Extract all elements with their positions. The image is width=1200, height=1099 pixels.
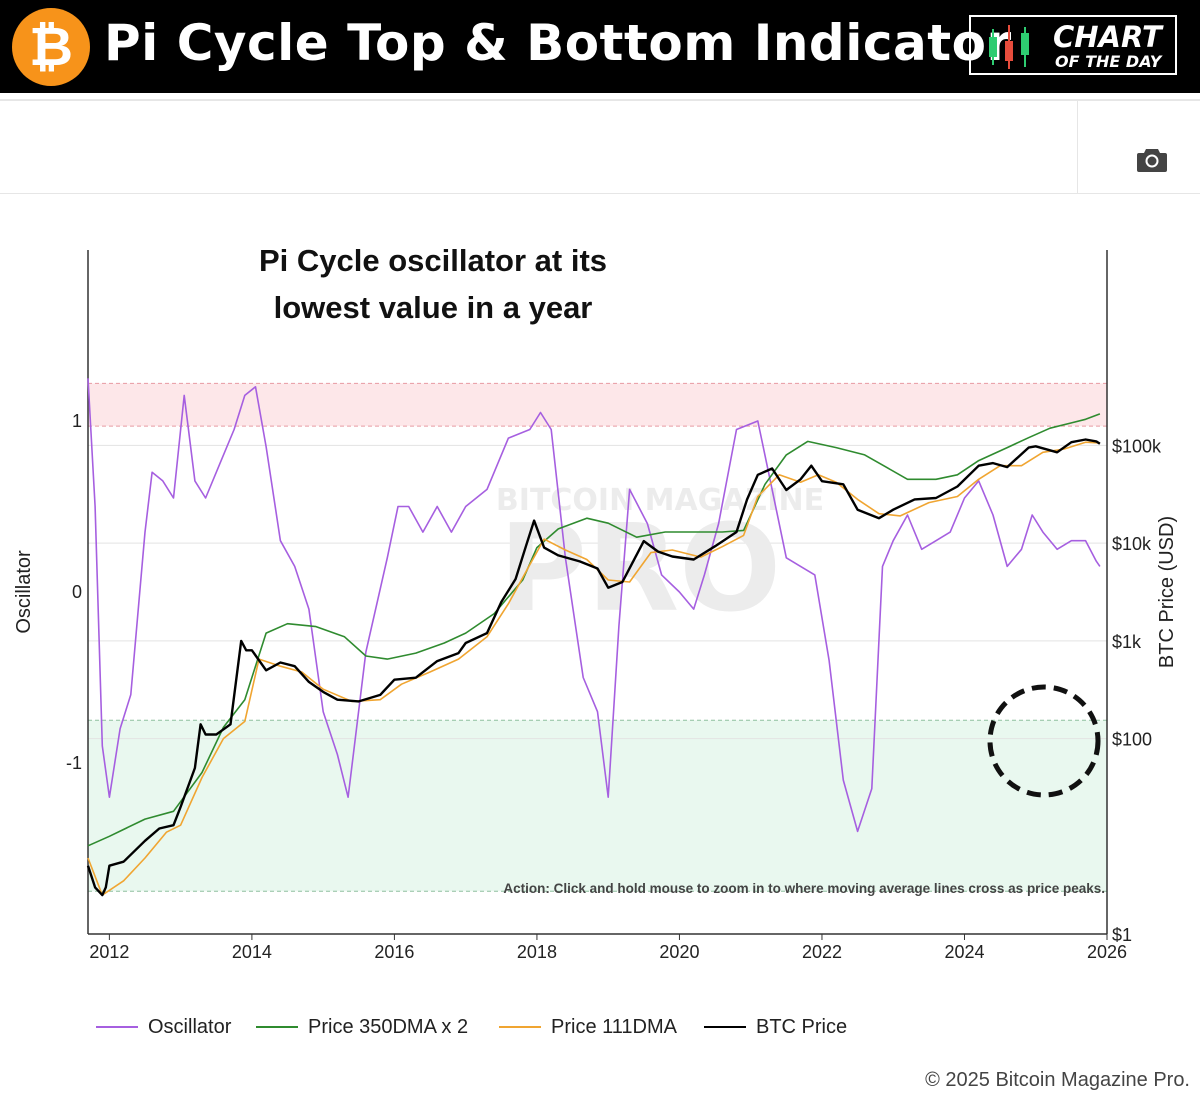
x-tick-label-2024: 2024 xyxy=(944,942,984,962)
series-line-oscillator xyxy=(87,378,1101,833)
camera-icon[interactable] xyxy=(1136,146,1168,179)
x-tick-label-2018: 2018 xyxy=(517,942,557,962)
bitcoin-logo-icon: ₿ xyxy=(12,8,90,86)
bitcoin-symbol: ₿ xyxy=(28,15,73,78)
annotation-line-2: lowest value in a year xyxy=(274,290,593,325)
action-hint: Action: Click and hold mouse to zoom in … xyxy=(503,881,1105,896)
series-line-price-350dma-x-2 xyxy=(87,413,1101,847)
candlestick-icon xyxy=(989,25,1029,69)
legend-label-350dma: Price 350DMA x 2 xyxy=(308,1015,469,1038)
annotation-line-1: Pi Cycle oscillator at its xyxy=(259,243,607,278)
legend-swatch-111dma xyxy=(499,1026,541,1028)
right-tick-label-2: $1k xyxy=(1112,632,1142,652)
toolbar-separator xyxy=(1077,101,1078,193)
chart-legend: Oscillator Price 350DMA x 2 Price 111DMA… xyxy=(0,1012,1200,1042)
series-line-btc-price xyxy=(86,438,1101,897)
overbought-zone xyxy=(88,383,1107,427)
x-tick-label-2022: 2022 xyxy=(802,942,842,962)
chart-of-the-day-badge: CHART OF THE DAY xyxy=(969,15,1177,75)
left-tick-label-0: 1 xyxy=(72,411,82,431)
right-tick-label-3: $100 xyxy=(1112,730,1152,750)
toolbar-bottom-border xyxy=(0,193,1200,194)
copyright: © 2025 Bitcoin Magazine Pro. xyxy=(925,1069,1190,1091)
legend-item-oscillator[interactable]: Oscillator xyxy=(96,1012,231,1042)
header-bar: ₿ Pi Cycle Top & Bottom Indicator CHART … xyxy=(0,0,1200,93)
highlight-circle xyxy=(987,684,1101,798)
left-axis-label: Oscillator xyxy=(13,550,35,634)
x-tick-label-2020: 2020 xyxy=(659,942,699,962)
watermark-subtitle: BITCOIN MAGAZINE xyxy=(496,483,824,518)
legend-item-111dma[interactable]: Price 111DMA xyxy=(499,1012,677,1042)
right-tick-label-4: $1 xyxy=(1112,925,1132,945)
toolbar-top-border xyxy=(0,99,1200,101)
right-tick-label-0: $100k xyxy=(1112,436,1162,456)
legend-swatch-btc-price xyxy=(704,1026,746,1028)
page-title: Pi Cycle Top & Bottom Indicator xyxy=(104,14,1012,72)
left-tick-label-2: -1 xyxy=(66,753,82,773)
legend-label-oscillator: Oscillator xyxy=(148,1015,232,1038)
x-tick-label-2014: 2014 xyxy=(232,942,272,962)
oversold-zone xyxy=(88,720,1107,892)
badge-line-2: OF THE DAY xyxy=(1055,52,1162,71)
right-axis-label: BTC Price (USD) xyxy=(1156,516,1178,668)
badge-line-1: CHART xyxy=(1053,20,1162,54)
legend-swatch-oscillator xyxy=(96,1026,138,1028)
legend-swatch-350dma xyxy=(256,1026,298,1028)
legend-label-111dma: Price 111DMA xyxy=(551,1015,677,1038)
x-tick-label-2012: 2012 xyxy=(89,942,129,962)
right-tick-label-1: $10k xyxy=(1112,534,1152,554)
x-tick-label-2016: 2016 xyxy=(374,942,414,962)
left-tick-label-1: 0 xyxy=(72,582,82,602)
legend-item-350dma[interactable]: Price 350DMA x 2 xyxy=(256,1012,468,1042)
legend-label-btc-price: BTC Price xyxy=(756,1015,848,1038)
x-tick-label-2026: 2026 xyxy=(1087,942,1127,962)
legend-item-btc-price[interactable]: BTC Price xyxy=(704,1012,847,1042)
watermark: PRO xyxy=(499,500,781,639)
